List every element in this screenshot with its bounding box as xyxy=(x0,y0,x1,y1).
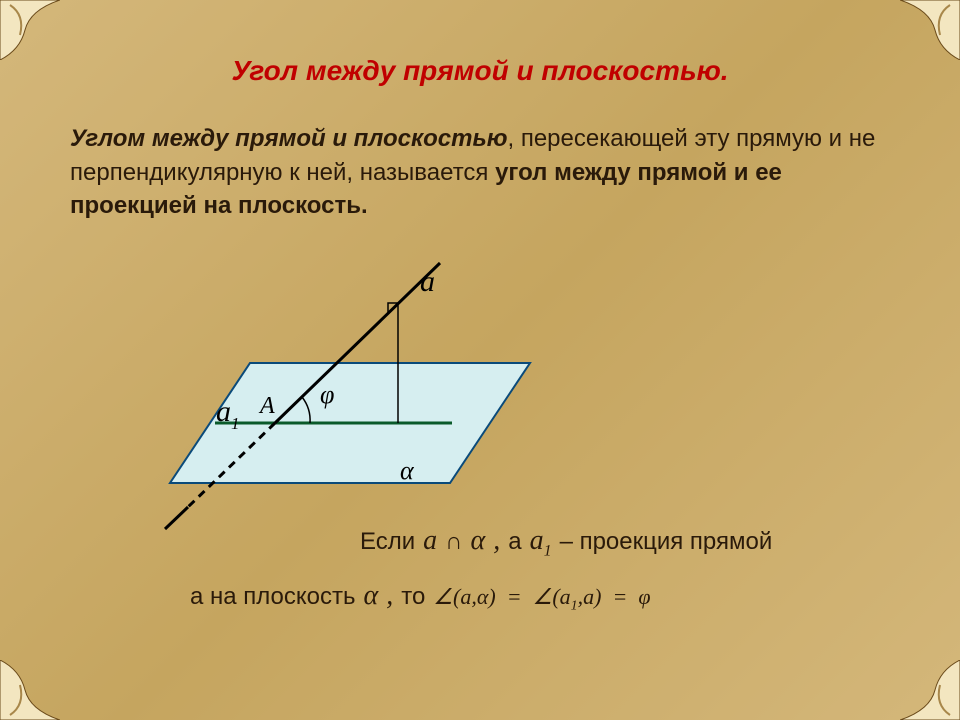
math-a1-sub: 1 xyxy=(544,543,552,560)
math-alpha: α xyxy=(471,525,486,557)
math-a1: a1 xyxy=(530,525,552,561)
label-phi: φ xyxy=(320,380,334,409)
definition-text: Углом между прямой и плоскостью, пересек… xyxy=(70,122,890,223)
slide-content: Угол между прямой и плоскостью. Углом ме… xyxy=(40,20,920,700)
if-word: Если xyxy=(360,528,415,556)
angle2: ∠ xyxy=(533,584,553,609)
condition-line-2: а на плоскость α , то ∠(a,α) = ∠(a1,a) =… xyxy=(190,580,651,614)
math-a1-base: a xyxy=(530,525,544,556)
proj-text: – проекция прямой xyxy=(560,528,773,556)
diagram: a a1 A φ α xyxy=(100,253,600,533)
math-cap: ∩ xyxy=(445,529,462,556)
label-a: a xyxy=(420,265,435,298)
p2: ) xyxy=(488,584,495,609)
word-a: а xyxy=(508,528,521,556)
eq1: = xyxy=(507,584,522,609)
math-a: a xyxy=(423,525,437,557)
ea1s: 1 xyxy=(571,598,578,613)
label-point-A: A xyxy=(258,393,275,419)
ea: a xyxy=(460,584,471,609)
angle1: ∠ xyxy=(433,584,453,609)
line-a-tail xyxy=(165,507,188,529)
math-comma: , xyxy=(493,525,500,557)
condition-line-1: Если a ∩ α , а a1 – проекция прямой xyxy=(360,525,772,561)
then-word: то xyxy=(401,583,425,611)
p4: ) xyxy=(594,584,601,609)
ea1: a xyxy=(560,584,571,609)
p3: ( xyxy=(552,584,559,609)
math-comma2: , xyxy=(386,580,393,612)
line2-prefix: а на плоскость xyxy=(190,583,356,611)
eal: α xyxy=(477,584,489,609)
math-alpha2: α xyxy=(364,580,379,612)
ea2: a xyxy=(583,584,594,609)
def-bold1: Углом между прямой и плоскостью xyxy=(70,125,507,152)
slide-title: Угол между прямой и плоскостью. xyxy=(40,55,920,87)
phi-final: φ xyxy=(638,584,650,609)
angle-expr: ∠(a,α) = ∠(a1,a) = φ xyxy=(433,584,650,614)
eq2: = xyxy=(613,584,628,609)
label-alpha: α xyxy=(400,456,415,485)
